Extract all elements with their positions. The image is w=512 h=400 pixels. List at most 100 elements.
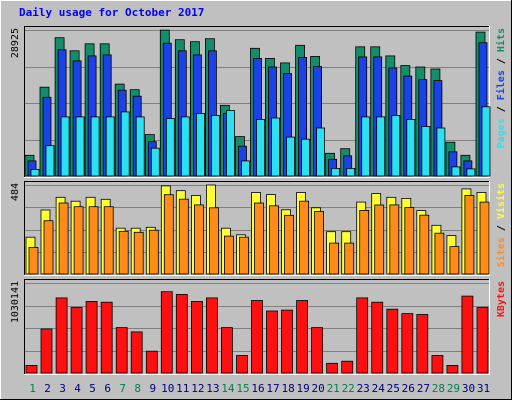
series-legend-label: KBytes (496, 281, 507, 317)
bar-sites-day-27 (419, 214, 430, 275)
bar-kbytes-day-19 (296, 300, 309, 374)
day-label: 4 (74, 382, 81, 395)
bar-sites-day-9 (148, 229, 159, 275)
day-label: 3 (59, 382, 66, 395)
bar-kbytes-day-25 (386, 308, 399, 374)
bar-kbytes-day-4 (70, 307, 83, 374)
series-legend-label: Sites / Visits (495, 183, 507, 267)
day-label: 5 (89, 382, 96, 395)
panel-hits-files-pages: 28925 Pages / Files / Hits (10, 26, 507, 178)
bar-pages-day-6 (105, 116, 115, 177)
bar-pages-day-14 (225, 110, 235, 177)
bar-kbytes-day-29 (446, 364, 459, 374)
day-label: 11 (176, 382, 189, 395)
bar-pages-day-11 (180, 116, 190, 177)
bar-kbytes-day-23 (356, 297, 369, 374)
bar-sites-day-5 (88, 206, 99, 275)
legend-hits-label: Hits (495, 28, 507, 52)
day-label: 21 (327, 382, 340, 395)
bar-sites-day-20 (314, 211, 325, 275)
bar-kbytes-day-11 (175, 293, 188, 374)
bar-kbytes-day-5 (85, 300, 98, 374)
bar-sites-day-10 (163, 194, 174, 275)
day-label: 30 (462, 382, 475, 395)
bar-sites-day-17 (269, 205, 279, 275)
bar-kbytes-day-14 (220, 327, 233, 374)
day-label: 20 (311, 382, 324, 395)
bar-sites-day-26 (404, 207, 415, 275)
bar-sites-day-2 (43, 220, 54, 275)
bar-kbytes-day-9 (145, 350, 158, 374)
legend--label: / (496, 219, 507, 237)
bar-kbytes-day-27 (416, 314, 429, 374)
day-label: 10 (161, 382, 174, 395)
bar-pages-day-16 (256, 119, 265, 177)
y-max-label: 28925 (10, 28, 21, 58)
bar-sites-day-15 (239, 236, 249, 275)
day-label: 26 (402, 382, 415, 395)
day-label: 31 (477, 382, 490, 395)
bar-sites-day-30 (464, 195, 475, 275)
chart-title: Daily usage for October 2017 (19, 6, 204, 19)
day-label: 24 (372, 382, 386, 395)
bar-kbytes-day-30 (461, 295, 474, 374)
y-max-label: 484 (10, 183, 21, 201)
bar-kbytes-day-7 (115, 327, 128, 374)
bar-pages-day-31 (481, 106, 491, 177)
bar-pages-day-25 (391, 115, 401, 177)
y-max-label: 1030141 (10, 281, 21, 323)
legend--label: / (496, 100, 507, 118)
day-label: 22 (342, 382, 355, 395)
bar-sites-day-18 (284, 214, 294, 275)
bar-kbytes-day-13 (205, 297, 218, 374)
day-label: 2 (44, 382, 51, 395)
bar-pages-day-7 (120, 111, 130, 177)
bar-pages-day-29 (451, 166, 461, 177)
bar-kbytes-day-8 (130, 331, 143, 374)
day-label: 28 (432, 382, 445, 395)
bar-pages-day-30 (466, 168, 476, 177)
bar-pages-day-23 (361, 116, 371, 177)
bar-pages-day-21 (331, 167, 341, 177)
bar-pages-day-17 (271, 117, 280, 177)
bar-sites-day-1 (28, 247, 39, 275)
bar-pages-day-2 (45, 145, 55, 177)
bar-sites-day-28 (434, 232, 445, 275)
bar-pages-day-3 (60, 116, 70, 177)
legend-sites-label: Sites (495, 237, 507, 267)
bar-sites-day-29 (449, 246, 460, 275)
bar-sites-day-6 (103, 206, 114, 275)
panel-visits-sites: 484 Sites / Visits (10, 181, 507, 276)
bar-sites-day-12 (193, 204, 204, 275)
bar-pages-day-8 (135, 116, 145, 177)
bar-pages-day-22 (346, 167, 356, 177)
day-label: 1 (29, 382, 36, 395)
bar-pages-day-20 (316, 127, 326, 177)
bar-pages-day-27 (421, 126, 431, 177)
bar-kbytes-day-20 (311, 327, 324, 374)
bar-sites-day-16 (254, 202, 264, 275)
bar-kbytes-day-28 (431, 355, 444, 374)
day-label: 19 (296, 382, 309, 395)
bar-pages-day-4 (75, 116, 85, 177)
bar-pages-day-10 (165, 118, 175, 177)
day-label: 29 (447, 382, 460, 395)
bar-sites-day-22 (344, 242, 355, 275)
bar-kbytes-day-18 (281, 309, 293, 374)
bar-kbytes-day-2 (40, 328, 53, 374)
bar-pages-day-28 (436, 127, 446, 177)
bar-kbytes-day-6 (100, 301, 113, 374)
series-legend-label: Pages / Files / Hits (495, 28, 507, 148)
bar-sites-day-25 (389, 204, 400, 275)
day-axis-labels: 1 2 3 4 5 6 7 8 9 10 11 12 13 14 15 16 17 18 19 20 21 22 23 24 2… (29, 382, 490, 395)
day-label: 9 (149, 382, 156, 395)
bar-sites-day-23 (359, 209, 370, 275)
day-label: 16 (251, 382, 264, 395)
bar-sites-day-3 (58, 202, 69, 275)
bar-sites-day-11 (178, 198, 189, 275)
day-label: 13 (206, 382, 219, 395)
bar-kbytes-day-16 (251, 300, 263, 374)
bar-sites-day-7 (118, 230, 129, 275)
bar-kbytes-day-31 (476, 307, 489, 374)
